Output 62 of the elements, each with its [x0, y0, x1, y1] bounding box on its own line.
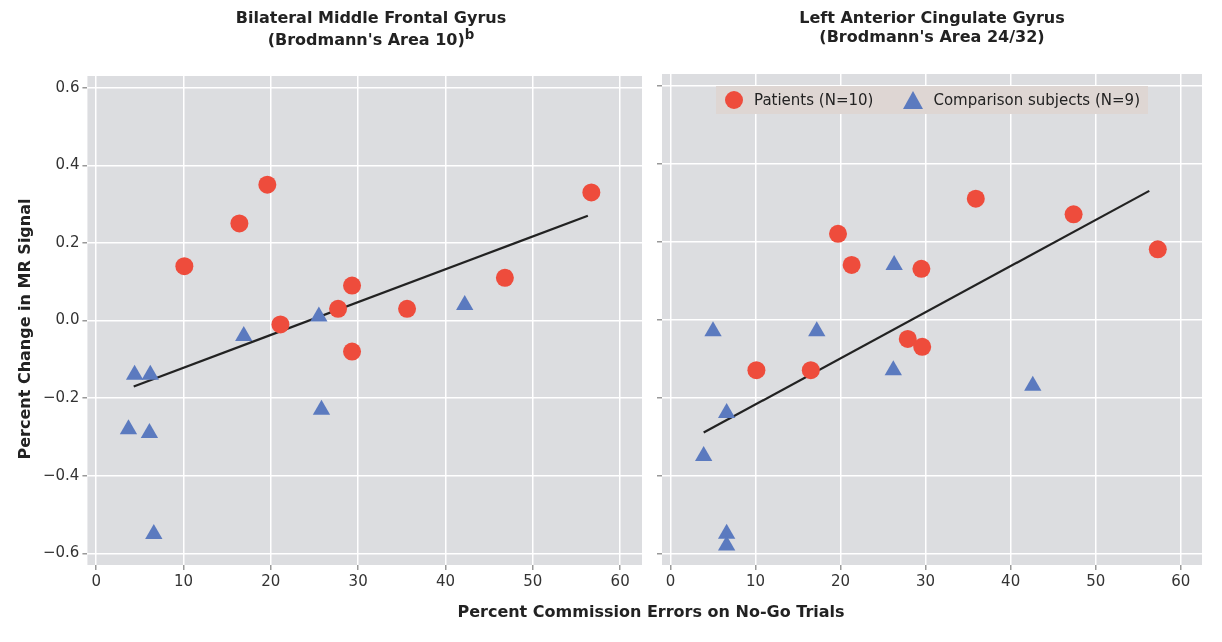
x-tick-label: 50 [523, 571, 543, 590]
point [140, 423, 159, 439]
x-tick-label: 0 [665, 571, 676, 590]
x-tick-label: 50 [1086, 571, 1106, 590]
point [717, 403, 736, 419]
x-tick-label: 20 [261, 571, 281, 590]
point [1024, 375, 1042, 391]
point [898, 329, 917, 348]
point [1148, 240, 1167, 259]
y-tick-label: 0.4 [55, 155, 80, 174]
x-axis-title: Percent Commission Errors on No-Go Trials [456, 601, 846, 621]
y-axis-title: Percent Change in MR Signal [14, 198, 34, 460]
x-tick-label: 60 [610, 571, 630, 590]
x-tick-label: 30 [348, 571, 368, 590]
x-tick-label: 40 [1001, 571, 1021, 590]
point [141, 364, 159, 380]
chart-title: Bilateral Middle Frontal Gyrus (Brodmann's Area 10)$^{b}$ [234, 8, 508, 52]
point [310, 306, 328, 322]
point [271, 315, 290, 334]
point [258, 175, 277, 194]
point [704, 321, 722, 337]
point [175, 257, 194, 276]
point [829, 224, 848, 243]
x-tick-label: 40 [435, 571, 456, 590]
point [329, 299, 348, 318]
y-tick-label: −0.6 [42, 543, 80, 562]
point [912, 259, 931, 278]
x-tick-label: 20 [831, 571, 851, 590]
point [808, 321, 826, 337]
y-tick-label: 0.0 [55, 310, 80, 329]
y-tick-label: −0.2 [42, 388, 80, 407]
chart-title: Left Anterior Cingulate Gyrus (Brodmann's Area 24/32) [798, 8, 1066, 48]
point [125, 364, 144, 380]
point [966, 189, 985, 208]
point [312, 399, 331, 415]
point [343, 342, 362, 361]
point [842, 255, 861, 274]
point [913, 337, 932, 356]
point [717, 523, 736, 539]
x-tick-label: 10 [746, 571, 766, 590]
point [145, 523, 163, 539]
point [495, 268, 514, 287]
point [398, 299, 417, 318]
point [119, 419, 138, 435]
y-tick-label: 0.6 [55, 77, 80, 96]
point [884, 360, 902, 376]
point [235, 326, 253, 342]
point [343, 276, 362, 295]
point [230, 214, 249, 233]
x-tick-label: 30 [916, 571, 936, 590]
x-tick-label: 10 [173, 571, 194, 590]
point [801, 361, 820, 380]
point [747, 361, 766, 380]
point [1064, 205, 1083, 224]
y-tick-label: −0.4 [42, 465, 80, 484]
point [582, 183, 601, 202]
point [695, 445, 713, 461]
y-tick-label: 0.2 [55, 232, 80, 251]
x-tick-label: 60 [1171, 571, 1191, 590]
legend-label: Comparison subjects (N=9) [933, 91, 1140, 109]
legend-label: Patients (N=10) [754, 91, 874, 109]
x-tick-label: 0 [91, 571, 101, 590]
